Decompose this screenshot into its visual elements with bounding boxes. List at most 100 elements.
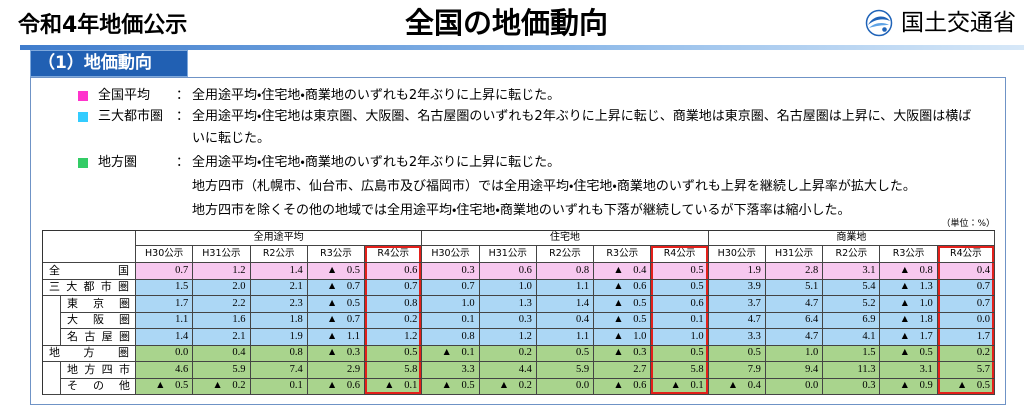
table-cell: 0.2 bbox=[365, 312, 423, 329]
summary-colon: ： bbox=[176, 88, 190, 103]
period-header: R4公示 bbox=[937, 246, 995, 263]
table-cell: 0.8 bbox=[250, 345, 308, 362]
table-cell: 2.9 bbox=[307, 362, 366, 379]
table-row: 三大都市圏 1.5 2.0 2.1 ▲ 0.7 0.7 0.7 1.0 1.1 ▲ 0.6 0.5 3… bbox=[43, 279, 995, 296]
period-header: R4公示 bbox=[651, 246, 709, 263]
summary-text: 全用途平均・住宅地・商業地のいずれも2年ぶりに上昇に転じた。 bbox=[192, 88, 561, 103]
table-cell: 0.0 bbox=[765, 378, 824, 395]
table-cell: ▲ 1.0 bbox=[880, 296, 938, 313]
summary-category-regional: 地方圏 bbox=[98, 155, 138, 170]
report-title: 令和4年地価公示 bbox=[18, 13, 188, 38]
table-cell: ▲ 1.8 bbox=[880, 312, 938, 329]
table-cell: 0.5 bbox=[536, 345, 595, 362]
table-cell: 0.1 bbox=[422, 312, 480, 329]
table-cell: ▲ 0.1 bbox=[651, 378, 709, 395]
table-cell: ▲ 0.5 bbox=[937, 378, 995, 395]
table-cell: 1.2 bbox=[479, 329, 537, 346]
magenta-square-icon bbox=[78, 91, 88, 101]
table-cell: 5.7 bbox=[937, 362, 995, 379]
header-rule bbox=[20, 45, 1024, 50]
summary-text: 全用途平均・住宅地は東京圏、大阪圏、名古屋圏のいずれも2年ぶりに上昇に転じ、商業… bbox=[192, 109, 972, 124]
table-cell: 0.8 bbox=[536, 263, 595, 280]
group-header: 全用途平均 bbox=[136, 231, 423, 246]
period-header: H30公示 bbox=[708, 246, 766, 263]
table-cell: 0.7 bbox=[365, 279, 423, 296]
period-header: H31公示 bbox=[479, 246, 537, 263]
table-cell: 5.8 bbox=[365, 362, 423, 379]
table-cell: 1.1 bbox=[136, 312, 194, 329]
table-cell: ▲ 0.8 bbox=[880, 263, 938, 280]
table-corner-cell bbox=[43, 231, 136, 263]
table-cell: 3.9 bbox=[708, 279, 766, 296]
table-cell: 7.4 bbox=[250, 362, 308, 379]
table-cell: ▲ 0.4 bbox=[708, 378, 766, 395]
table-cell: ▲ 0.6 bbox=[594, 378, 652, 395]
table-cell: 0.7 bbox=[937, 279, 995, 296]
row-label: 地方圏 bbox=[43, 345, 136, 362]
table-cell: 0.4 bbox=[536, 312, 595, 329]
table-cell: 5.4 bbox=[823, 279, 881, 296]
table-cell: 7.9 bbox=[708, 362, 766, 379]
table-cell: 0.2 bbox=[479, 345, 537, 362]
group-header-row: 全用途平均 住宅地 商業地 bbox=[43, 231, 995, 263]
summary-colon: ： bbox=[176, 109, 190, 124]
table-cell: 0.3 bbox=[823, 378, 881, 395]
table-cell: 0.7 bbox=[136, 263, 194, 280]
table-cell: ▲ 0.2 bbox=[193, 378, 251, 395]
table-cell: 2.2 bbox=[193, 296, 251, 313]
table-cell: 0.6 bbox=[365, 263, 423, 280]
table-cell: 0.5 bbox=[651, 279, 709, 296]
table-cell: 0.0 bbox=[536, 378, 595, 395]
period-header: H30公示 bbox=[136, 246, 194, 263]
table-cell: 1.0 bbox=[422, 296, 480, 313]
organization-name: 国土交通省 bbox=[901, 10, 1016, 36]
table-cell: ▲ 0.7 bbox=[307, 279, 366, 296]
row-label: 東京圏 bbox=[61, 296, 136, 313]
table-cell: 2.0 bbox=[193, 279, 251, 296]
table-cell: 11.3 bbox=[823, 362, 881, 379]
summary-text: いに転じた。 bbox=[192, 131, 271, 146]
table-cell: ▲ 0.3 bbox=[307, 345, 366, 362]
row-label: 地方四市 bbox=[61, 362, 136, 379]
table-body: 全国 0.7 1.2 1.4 ▲ 0.5 0.6 0.3 0.6 0.8 ▲ 0.4 0.5 1.9 2… bbox=[43, 263, 995, 395]
table-cell: 1.3 bbox=[479, 296, 537, 313]
summary-category-national: 全国平均 bbox=[98, 88, 151, 103]
table-cell: 2.8 bbox=[765, 263, 824, 280]
table-cell: 1.4 bbox=[250, 263, 308, 280]
table-cell: 6.4 bbox=[765, 312, 824, 329]
table-row: その他 ▲ 0.5 ▲ 0.2 0.1 ▲ 0.6 ▲ 0.1 ▲ 0.5 ▲ 0.2 0.0 ▲… bbox=[43, 378, 995, 395]
table-cell: 1.4 bbox=[136, 329, 194, 346]
table-cell: ▲ 0.5 bbox=[307, 263, 366, 280]
row-label: 名古屋圏 bbox=[61, 329, 136, 346]
table-cell: 0.4 bbox=[193, 345, 251, 362]
table-cell: 0.5 bbox=[651, 263, 709, 280]
period-header: R2公示 bbox=[823, 246, 881, 263]
table-cell: 3.7 bbox=[708, 296, 766, 313]
table-cell: ▲ 1.7 bbox=[880, 329, 938, 346]
row-label: 大阪圏 bbox=[61, 312, 136, 329]
table-cell: 2.1 bbox=[250, 279, 308, 296]
table-cell: ▲ 1.1 bbox=[307, 329, 366, 346]
table-cell: 1.9 bbox=[250, 329, 308, 346]
table-cell: 1.7 bbox=[136, 296, 194, 313]
table-cell: ▲ 0.4 bbox=[594, 263, 652, 280]
table-cell: 1.6 bbox=[193, 312, 251, 329]
table-cell: ▲ 1.0 bbox=[594, 329, 652, 346]
table-cell: 1.5 bbox=[136, 279, 194, 296]
table-cell: ▲ 0.5 bbox=[307, 296, 366, 313]
table-row: 大阪圏 1.1 1.6 1.8 ▲ 0.7 0.2 0.1 0.3 0.4 ▲ 0.5 0.1 4.7… bbox=[43, 312, 995, 329]
table-row: 地方圏 0.0 0.4 0.8 ▲ 0.3 0.5 ▲ 0.1 0.2 0.5 ▲ 0.3 0.5 0… bbox=[43, 345, 995, 362]
table-cell: 3.3 bbox=[422, 362, 480, 379]
table-cell: ▲ 0.5 bbox=[594, 296, 652, 313]
row-label: その他 bbox=[61, 378, 136, 395]
summary-category-metro: 三大都市圏 bbox=[98, 109, 164, 124]
mlit-logo-icon bbox=[865, 9, 893, 37]
table-cell: ▲ 0.3 bbox=[594, 345, 652, 362]
table-cell: 1.5 bbox=[823, 345, 881, 362]
row-label: 全国 bbox=[43, 263, 136, 280]
table-cell: 1.1 bbox=[536, 329, 595, 346]
table-cell: 3.1 bbox=[880, 362, 938, 379]
table-cell: 1.9 bbox=[708, 263, 766, 280]
table-cell: ▲ 0.2 bbox=[479, 378, 537, 395]
table-cell: ▲ 1.3 bbox=[880, 279, 938, 296]
